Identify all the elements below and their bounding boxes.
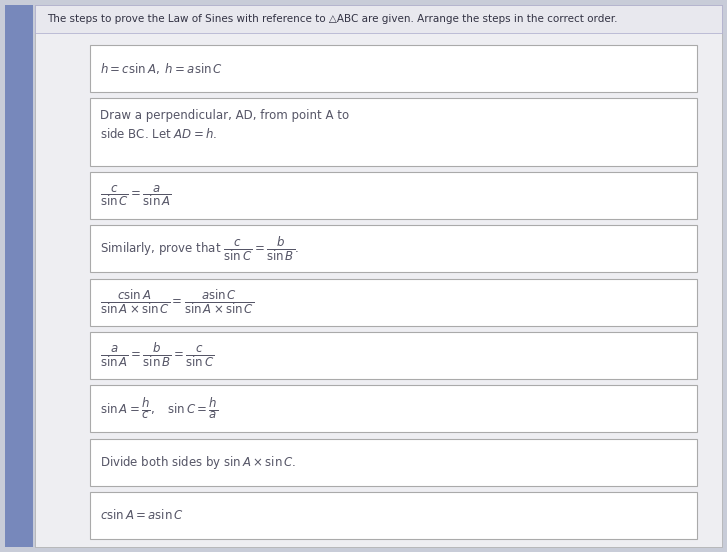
FancyBboxPatch shape (90, 492, 697, 539)
FancyBboxPatch shape (90, 45, 697, 92)
Text: side BC. Let $\mathit{AD} = h.$: side BC. Let $\mathit{AD} = h.$ (100, 127, 217, 141)
Text: $c\sin A = a\sin C$: $c\sin A = a\sin C$ (100, 508, 184, 522)
FancyBboxPatch shape (90, 332, 697, 379)
Text: $\sin A = \dfrac{h}{c},\quad \sin C = \dfrac{h}{a}$: $\sin A = \dfrac{h}{c},\quad \sin C = \d… (100, 396, 218, 421)
Text: The steps to prove the Law of Sines with reference to △ABC are given. Arrange th: The steps to prove the Law of Sines with… (47, 14, 617, 24)
Text: Similarly, prove that $\dfrac{c}{\sin C} = \dfrac{b}{\sin B}$.: Similarly, prove that $\dfrac{c}{\sin C}… (100, 235, 299, 263)
Text: $h = c\sin A,\ h = a\sin C$: $h = c\sin A,\ h = a\sin C$ (100, 61, 223, 76)
Text: Draw a perpendicular, AD, from point A to: Draw a perpendicular, AD, from point A t… (100, 109, 349, 121)
Text: $\dfrac{a}{\sin A} = \dfrac{b}{\sin B} = \dfrac{c}{\sin C}$: $\dfrac{a}{\sin A} = \dfrac{b}{\sin B} =… (100, 342, 214, 369)
FancyBboxPatch shape (5, 5, 33, 547)
Text: $\dfrac{c\sin A}{\sin A \times \sin C} = \dfrac{a\sin C}{\sin A \times \sin C}$: $\dfrac{c\sin A}{\sin A \times \sin C} =… (100, 288, 254, 316)
FancyBboxPatch shape (90, 279, 697, 326)
Text: $\dfrac{c}{\sin C} = \dfrac{a}{\sin A}$: $\dfrac{c}{\sin C} = \dfrac{a}{\sin A}$ (100, 183, 172, 208)
Text: Divide both sides by $\sin A \times \sin C$.: Divide both sides by $\sin A \times \sin… (100, 454, 296, 471)
FancyBboxPatch shape (90, 385, 697, 432)
FancyBboxPatch shape (35, 5, 722, 33)
FancyBboxPatch shape (90, 438, 697, 486)
FancyBboxPatch shape (90, 172, 697, 219)
FancyBboxPatch shape (90, 225, 697, 272)
FancyBboxPatch shape (35, 5, 722, 547)
FancyBboxPatch shape (90, 98, 697, 166)
